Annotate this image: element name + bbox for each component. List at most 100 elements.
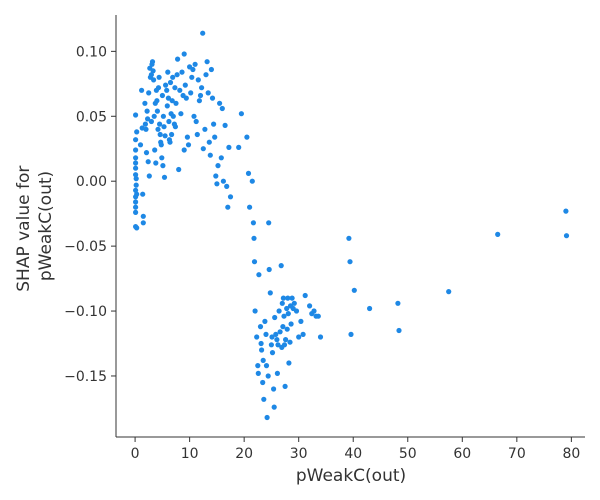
y-tick-label-1: −0.10 [64,304,107,320]
data-point-88 [181,147,187,153]
data-point-149 [262,318,268,324]
data-point-182 [286,360,292,366]
data-point-0 [133,112,139,118]
data-point-42 [152,147,158,153]
y-axis-label-line-2: pWeakC(out) [36,171,56,281]
data-point-145 [259,347,265,353]
y-axis-label: SHAP value for pWeakC(out) [14,160,56,291]
data-point-44 [153,160,159,166]
data-point-198 [315,313,321,319]
data-point-190 [296,334,302,340]
data-point-131 [244,134,250,140]
data-point-135 [250,220,256,226]
y-tick-label-0: −0.15 [64,369,107,385]
data-point-77 [172,85,178,91]
data-point-91 [184,134,190,140]
data-point-9 [133,199,139,205]
data-point-15 [134,191,140,197]
data-point-138 [252,308,258,314]
data-point-103 [197,92,204,99]
data-point-28 [144,108,150,114]
data-point-46 [154,98,160,104]
data-point-87 [181,51,187,57]
data-point-92 [185,142,192,148]
x-tick-label-2: 20 [235,446,253,462]
data-point-141 [255,370,261,376]
data-point-139 [254,334,260,340]
data-point-73 [169,98,175,104]
data-point-140 [255,363,261,369]
data-point-79 [173,100,179,106]
data-point-201 [347,259,353,265]
data-point-200 [346,235,352,241]
data-point-178 [284,305,290,312]
data-point-185 [288,321,294,327]
data-point-47 [154,108,160,114]
data-point-31 [146,90,152,96]
data-point-132 [245,170,252,176]
data-point-128 [227,194,234,200]
data-point-209 [563,208,569,214]
data-point-120 [217,100,223,106]
data-point-54 [158,142,164,148]
data-point-144 [258,340,264,347]
data-point-129 [236,144,242,150]
data-point-67 [166,118,172,125]
data-point-137 [251,259,258,265]
data-point-30 [145,159,151,165]
data-point-206 [396,327,402,334]
data-point-142 [256,272,262,278]
data-point-80 [174,72,180,78]
data-point-59 [161,124,167,130]
data-point-196 [311,308,317,314]
data-point-193 [302,292,308,299]
data-point-38 [149,59,156,65]
data-point-155 [266,266,272,273]
data-point-179 [284,326,290,332]
data-point-166 [275,342,281,348]
data-point-1 [133,137,139,143]
data-point-122 [219,105,225,112]
data-point-26 [143,126,149,132]
data-point-156 [267,290,273,296]
data-point-154 [266,220,272,226]
data-point-83 [177,87,183,93]
data-point-29 [145,116,151,122]
data-point-207 [446,289,452,295]
data-point-181 [285,311,291,317]
data-point-111 [206,139,212,145]
data-point-116 [212,134,218,140]
data-point-194 [307,303,313,309]
data-point-78 [172,124,178,130]
x-tick-label-4: 40 [344,446,362,462]
data-point-75 [170,113,176,119]
data-point-106 [200,146,206,152]
data-point-173 [280,295,286,301]
y-tick-label-3: 0.00 [76,174,107,190]
x-tick-label-1: 10 [181,446,199,462]
data-point-100 [194,131,200,138]
data-point-183 [287,339,293,345]
data-point-50 [156,74,162,80]
data-point-175 [281,342,288,348]
data-point-24 [142,100,148,106]
data-point-210 [563,233,570,239]
data-point-168 [277,329,283,335]
data-point-95 [189,74,195,80]
data-point-81 [175,56,181,62]
data-point-61 [162,133,168,139]
data-point-121 [218,155,224,161]
data-point-117 [213,173,219,179]
data-point-17 [134,129,140,135]
data-point-108 [203,72,209,78]
data-point-148 [261,396,267,402]
data-point-152 [264,414,270,421]
data-point-136 [251,235,257,241]
data-point-143 [257,324,264,330]
data-point-40 [151,77,157,83]
data-point-35 [148,72,154,78]
x-ticks-layer: 0 10 20 30 40 50 60 70 80 [131,437,580,462]
data-point-109 [204,59,210,65]
data-point-150 [263,331,269,337]
data-point-63 [164,87,170,93]
